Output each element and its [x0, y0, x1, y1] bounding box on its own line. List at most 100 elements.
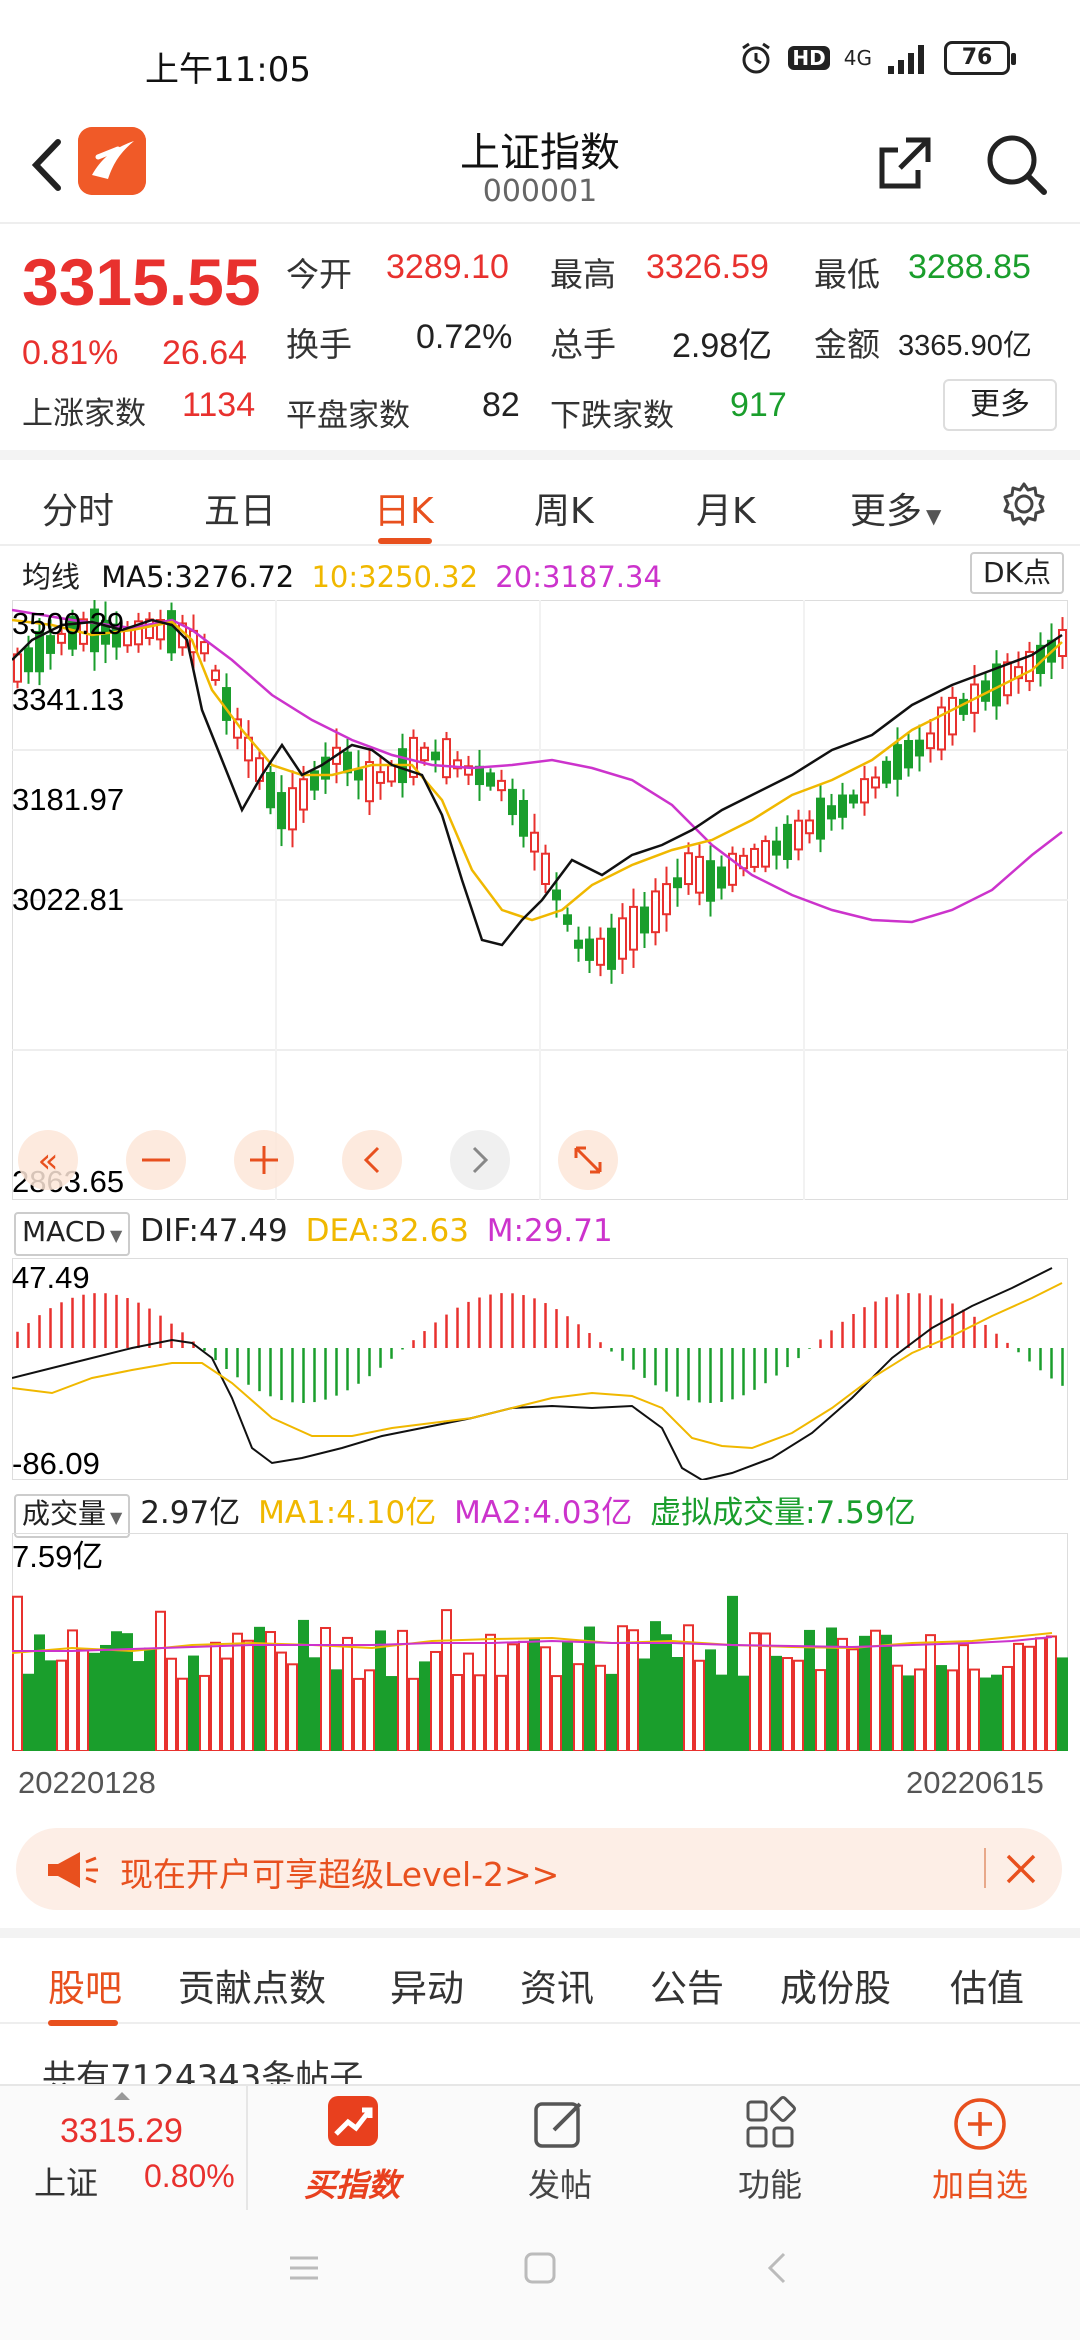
home-square-icon[interactable] [522, 2250, 558, 2286]
settings-gear-icon[interactable] [1000, 480, 1048, 528]
candle-body [90, 608, 99, 653]
zoom-out-button[interactable] [126, 1130, 186, 1190]
zoom-in-button[interactable] [234, 1130, 294, 1190]
function-button[interactable]: 功能 [680, 2086, 860, 2210]
scroll-left-button[interactable] [342, 1130, 402, 1190]
tab-valuation[interactable]: 估值 [950, 1967, 1024, 2010]
tab-intraday[interactable]: 分时 [42, 491, 115, 532]
volume-bar [364, 1669, 375, 1751]
tab-forum[interactable]: 股吧 [48, 1967, 122, 2010]
candle-body [926, 732, 935, 750]
back-chevron-icon[interactable] [760, 2250, 796, 2286]
volume-chart[interactable]: 7.59亿 [12, 1533, 1068, 1751]
candle-body [937, 706, 946, 751]
candle-body [772, 840, 781, 856]
low-label: 最低 [814, 255, 880, 294]
buy-index-button[interactable]: 买指数 [260, 2086, 444, 2210]
volume-bar [1035, 1637, 1046, 1751]
megaphone-icon [48, 1852, 98, 1888]
volume-bars [12, 1595, 1068, 1751]
date-end: 20220615 [906, 1765, 1044, 1800]
flat-count-label: 平盘家数 [286, 398, 410, 434]
chart-controls: « [18, 1130, 618, 1190]
volume-bar [727, 1595, 738, 1751]
candle-body [849, 794, 858, 804]
volume-bar [672, 1656, 683, 1751]
chevron-left-icon [363, 1146, 380, 1174]
volume-bar [441, 1609, 452, 1751]
ma20-value: 20:3187.34 [495, 560, 662, 594]
dk-point-button[interactable]: DK点 [970, 552, 1064, 594]
volume-bar [232, 1632, 243, 1751]
promo-banner[interactable]: 现在开户可享超级Level-2>> [16, 1828, 1062, 1910]
tab-announcement[interactable]: 公告 [650, 1967, 724, 2010]
volume-bar [969, 1668, 980, 1751]
volume-bar [573, 1663, 584, 1751]
macd-indicator-select[interactable]: MACD ▼ [14, 1212, 131, 1256]
candle-body [211, 669, 220, 681]
tab-more[interactable]: 更多 ▼ [850, 482, 941, 534]
alarm-icon [742, 42, 771, 74]
ma-label[interactable]: 均线 [22, 560, 81, 594]
fullscreen-button[interactable] [558, 1130, 618, 1190]
macd-histogram [16, 1293, 1064, 1403]
macd-label: MACD [22, 1215, 106, 1248]
share-icon[interactable] [870, 128, 940, 198]
volume-bar [683, 1624, 694, 1751]
index-price: 3315.29 [60, 2112, 183, 2150]
active-tab-indicator [378, 538, 432, 544]
tab-daily-k[interactable]: 日K [374, 491, 434, 532]
volume-bar [221, 1657, 232, 1751]
volume-bar [793, 1659, 804, 1751]
add-watchlist-button[interactable]: 加自选 [890, 2086, 1070, 2210]
volume-bar [606, 1673, 617, 1751]
index-name: 上证 [34, 2164, 99, 2202]
volume-bar [177, 1677, 188, 1751]
macd-bottom-tick: -86.09 [12, 1446, 100, 1480]
low-value: 3288.85 [908, 248, 1031, 286]
menu-icon[interactable] [286, 2250, 322, 2286]
candle-body [1003, 661, 1012, 697]
status-icons: HD 4G 76 [738, 40, 1016, 76]
tab-news[interactable]: 资讯 [520, 1967, 594, 2010]
tab-contribution[interactable]: 贡献点数 [178, 1967, 326, 2010]
candle-body [893, 744, 902, 780]
candle-body [354, 769, 363, 781]
tab-weekly-k[interactable]: 周K [534, 491, 594, 532]
status-bar: 上午11:05 HD 4G 76 [0, 0, 1080, 110]
volume-ma2-value: MA2:4.03亿 [454, 1495, 633, 1531]
candle-body [475, 765, 484, 786]
more-button[interactable]: 更多 [943, 379, 1057, 431]
tab-anomaly[interactable]: 异动 [390, 1967, 464, 2010]
tab-five-day[interactable]: 五日 [204, 491, 277, 532]
macd-chart[interactable]: 47.49 -86.09 [12, 1258, 1068, 1480]
volume-bar [265, 1631, 276, 1751]
volume-bar [529, 1637, 540, 1751]
tab-constituents[interactable]: 成份股 [780, 1967, 891, 2010]
fast-back-button[interactable]: « [18, 1130, 78, 1190]
candle-body [486, 772, 495, 787]
scroll-right-button[interactable] [450, 1130, 510, 1190]
tab-monthly-k[interactable]: 月K [696, 491, 756, 532]
candle-body [838, 794, 847, 818]
candlestick-chart[interactable]: 3500.29 3341.13 3181.97 3022.81 2863.65 … [12, 600, 1068, 1200]
candle-body [618, 917, 627, 960]
index-ticker[interactable]: 3315.29 上证 0.80% [0, 2086, 248, 2210]
post-button[interactable]: 发帖 [470, 2086, 650, 2210]
candle-body [497, 779, 506, 792]
add-watchlist-label: 加自选 [931, 2166, 1028, 2204]
high-label: 最高 [550, 255, 616, 294]
candle-body [464, 765, 473, 776]
volume-bar [870, 1629, 881, 1751]
back-icon[interactable] [20, 130, 80, 200]
page-title: 上证指数 [460, 130, 620, 176]
promo-text[interactable]: 现在开户可享超级Level-2>> [120, 1855, 560, 1894]
volume-bar [947, 1669, 958, 1751]
volume-bar [881, 1634, 892, 1751]
volume-bar [551, 1675, 562, 1751]
close-icon[interactable] [1002, 1850, 1040, 1888]
volume-bar [45, 1660, 56, 1751]
volume-indicator-select[interactable]: 成交量 ▼ [14, 1494, 131, 1538]
search-icon[interactable] [980, 128, 1050, 198]
down-count-value: 917 [730, 386, 787, 424]
